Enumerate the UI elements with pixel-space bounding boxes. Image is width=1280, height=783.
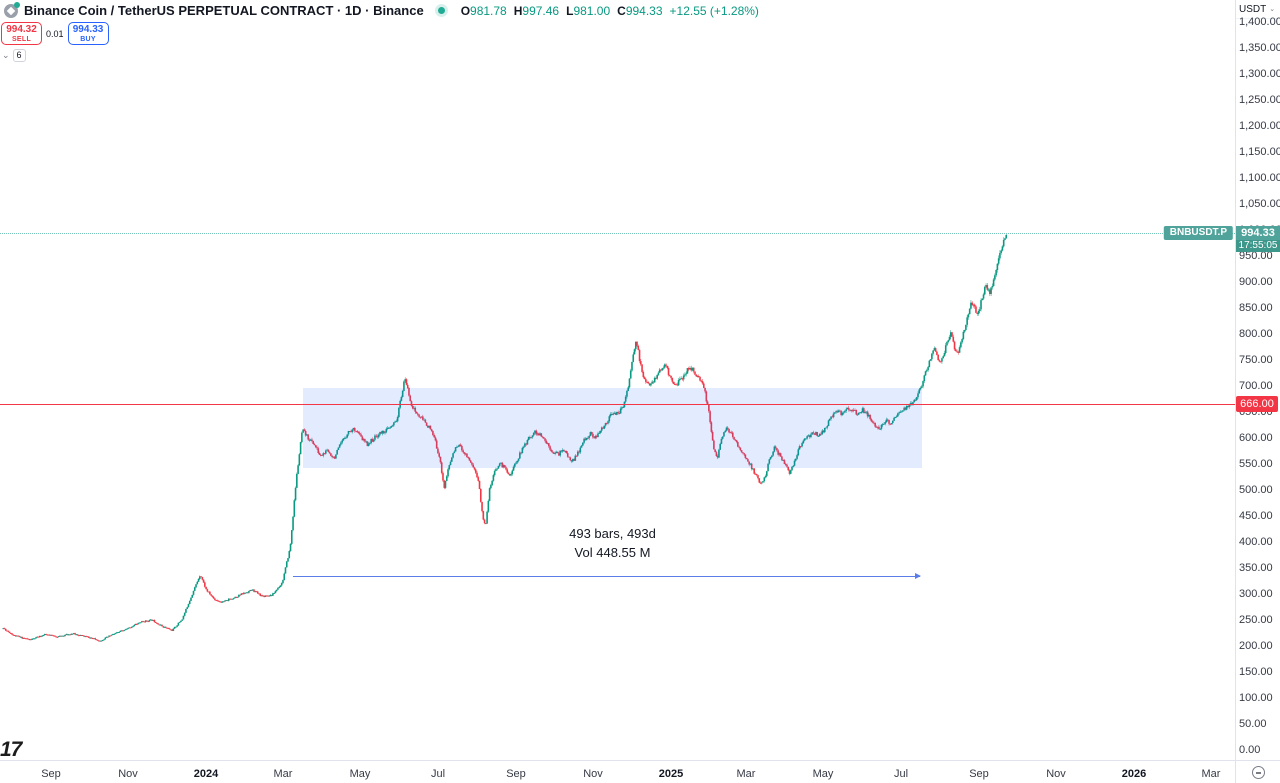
horizontal-line-drawing[interactable] xyxy=(0,403,1235,405)
buy-button[interactable]: 994.33 BUY xyxy=(67,22,109,45)
time-axis[interactable]: Sep Nov 2024 Mar May Jul Sep Nov 2025 Mar May Jul Se… xyxy=(0,761,1235,783)
price-tick-label: 1,100.00 xyxy=(1239,172,1280,184)
axis-separator-horizontal xyxy=(0,760,1280,761)
price-tick-label: 400.00 xyxy=(1239,536,1273,548)
price-tick-label: 850.00 xyxy=(1239,302,1273,314)
buy-label: BUY xyxy=(80,35,96,43)
low-value: 981.00 xyxy=(573,3,611,18)
price-tick-label: 950.00 xyxy=(1239,250,1273,262)
change-value: +12.55 (+1.28%) xyxy=(669,3,759,18)
chart-header: Binance Coin / TetherUS PERPETUAL CONTRA… xyxy=(0,0,900,64)
price-tick-label: 50.00 xyxy=(1239,718,1267,730)
close-label: C xyxy=(617,3,626,18)
time-tick-label: May xyxy=(812,768,834,780)
time-tick-label: Jul xyxy=(893,768,909,780)
price-tick-label: 1,250.00 xyxy=(1239,94,1280,106)
price-tick-label: 600.00 xyxy=(1239,432,1273,444)
time-tick-label: Nov xyxy=(1046,768,1066,780)
price-tick-label: 200.00 xyxy=(1239,640,1273,652)
measure-box-drawing[interactable] xyxy=(303,388,922,469)
legend-collapse-toggle[interactable]: ⌄ 6 xyxy=(2,49,26,62)
open-value: 981.78 xyxy=(470,3,507,18)
spread-value: 0.01 xyxy=(46,28,64,39)
buy-price: 994.33 xyxy=(72,23,104,35)
market-status-icon[interactable] xyxy=(437,7,445,14)
high-value: 997.46 xyxy=(522,3,560,18)
price-axis-unit-selector[interactable]: USDT ⌄ xyxy=(1236,0,1280,19)
price-tick-label: 1,050.00 xyxy=(1239,198,1280,210)
sell-price: 994.32 xyxy=(6,23,37,35)
price-tick-label: 1,400.00 xyxy=(1239,16,1280,28)
high-label: H xyxy=(513,3,523,18)
price-tick-label: 800.00 xyxy=(1239,328,1273,340)
current-price-line xyxy=(0,232,1235,234)
chart-pane[interactable]: 493 bars, 493d Vol 448.55 M 17 xyxy=(0,0,1235,761)
measure-bars-text: 493 bars, 493d xyxy=(569,526,656,541)
axis-separator-vertical xyxy=(1235,0,1236,783)
time-tick-label: Nov xyxy=(583,768,603,780)
price-axis[interactable]: USDT ⌄ 0.00 50.00 100.00 150.00 200.00 250.00… xyxy=(1236,0,1280,760)
price-tick-label: 750.00 xyxy=(1239,354,1273,366)
time-tick-label: Mar xyxy=(1201,768,1221,780)
price-tick-label: 250.00 xyxy=(1239,614,1273,626)
trade-panel: 994.32 SELL 0.01 994.33 BUY xyxy=(1,22,109,45)
price-tick-label: 350.00 xyxy=(1239,562,1273,574)
price-tick-label: 900.00 xyxy=(1239,276,1273,288)
price-tick-label: 1,350.00 xyxy=(1239,42,1280,54)
price-tick-label: 700.00 xyxy=(1239,380,1273,392)
time-tick-label: Nov xyxy=(118,768,138,780)
time-tick-label: Mar xyxy=(736,768,756,780)
red-line-price-label[interactable]: 666.00 xyxy=(1236,395,1278,412)
bar-countdown: 17:55:05 xyxy=(1236,239,1280,252)
close-value: 994.33 xyxy=(625,3,663,18)
timezone-clock-icon[interactable] xyxy=(1252,766,1265,779)
time-tick-label: 2026 xyxy=(1121,768,1147,780)
time-tick-label: Mar xyxy=(273,768,293,780)
time-tick-label: 2024 xyxy=(193,768,219,780)
time-tick-label: Sep xyxy=(969,768,989,780)
time-tick-label: 2025 xyxy=(658,768,684,780)
last-price-value: 994.33 xyxy=(1236,225,1280,240)
price-tick-label: 1,150.00 xyxy=(1239,146,1280,158)
sell-button[interactable]: 994.32 SELL xyxy=(1,22,42,45)
symbol-title[interactable]: Binance Coin / TetherUS PERPETUAL CONTRA… xyxy=(24,3,424,18)
time-tick-label: Jul xyxy=(430,768,446,780)
candlestick-canvas[interactable] xyxy=(0,0,1235,760)
instrument-logo-icon xyxy=(4,1,20,18)
measure-arrow xyxy=(293,573,921,579)
price-tick-label: 550.00 xyxy=(1239,458,1273,470)
price-tick-label: 500.00 xyxy=(1239,484,1273,496)
measure-volume-text: Vol 448.55 M xyxy=(574,545,651,560)
chevron-down-icon: ⌄ xyxy=(2,50,10,60)
last-price-badge[interactable]: 994.33 17:55:05 xyxy=(1236,225,1280,252)
tradingview-logo: 17 xyxy=(0,738,22,761)
measure-arrowhead-icon xyxy=(915,573,921,579)
price-tick-label: 150.00 xyxy=(1239,666,1273,678)
low-label: L xyxy=(566,3,574,18)
time-tick-label: May xyxy=(349,768,371,780)
time-tick-label: Sep xyxy=(506,768,526,780)
symbol-row: Binance Coin / TetherUS PERPETUAL CONTRA… xyxy=(4,1,759,18)
price-tick-label: 300.00 xyxy=(1239,588,1273,600)
axis-unit-label: USDT xyxy=(1239,3,1267,15)
hidden-indicators-count: 6 xyxy=(12,49,26,62)
price-tick-label: 100.00 xyxy=(1239,692,1273,704)
logo-status-dot-icon xyxy=(14,1,20,8)
last-price-symbol-badge[interactable]: BNBUSDT.P xyxy=(1163,225,1233,240)
price-tick-label: 1,200.00 xyxy=(1239,120,1280,132)
price-tick-label: 450.00 xyxy=(1239,510,1273,522)
time-tick-label: Sep xyxy=(41,768,61,780)
price-tick-label: 0.00 xyxy=(1239,744,1261,756)
ohlc-values: O981.78 H997.46 L981.00 C994.33 +12.55 (… xyxy=(461,4,759,18)
price-tick-label: 1,300.00 xyxy=(1239,68,1280,80)
sell-label: SELL xyxy=(11,35,32,43)
measure-label: 493 bars, 493d Vol 448.55 M xyxy=(569,524,656,562)
open-label: O xyxy=(460,3,471,18)
chevron-down-icon: ⌄ xyxy=(1269,6,1276,13)
